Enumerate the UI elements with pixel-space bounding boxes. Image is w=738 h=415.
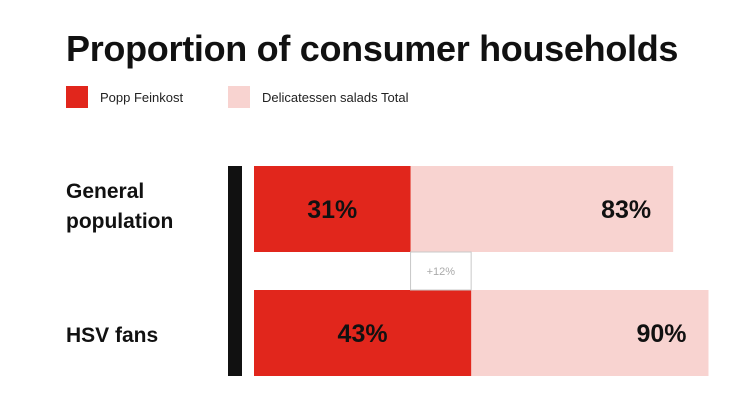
bar-popp-feinkost-general-population — [254, 166, 411, 252]
data-label-popp-feinkost-hsv-fans: 43% — [338, 320, 388, 348]
difference-annotation: +12% — [427, 266, 456, 278]
category-label-hsv-fans: HSV fans — [66, 324, 159, 347]
legend-label-delicatessen-salads-total: Delicatessen salads Total — [262, 89, 409, 105]
difference-bracket — [410, 251, 472, 291]
category-label-general-population: General population — [66, 180, 174, 233]
axis-baseline — [228, 166, 242, 376]
data-label-popp-feinkost-general-population: 31% — [307, 196, 357, 224]
legend-swatch-delicatessen-salads-total — [228, 86, 250, 108]
chart-title: Proportion of consumer households — [66, 28, 679, 69]
bar-popp-feinkost-hsv-fans — [254, 290, 472, 376]
legend-swatch-popp-feinkost — [66, 86, 88, 108]
data-label-delicatessen-salads-total-general-population: 83% — [601, 196, 651, 224]
legend-item-delicatessen-salads-total: Delicatessen salads Total — [228, 85, 408, 109]
legend-label-popp-feinkost: Popp Feinkost — [100, 89, 184, 105]
data-label-delicatessen-salads-total-hsv-fans: 90% — [636, 320, 686, 348]
legend-item-popp-feinkost: Popp Feinkost — [66, 85, 183, 109]
legend: Popp Feinkost Delicatessen salads Total — [0, 85, 738, 109]
